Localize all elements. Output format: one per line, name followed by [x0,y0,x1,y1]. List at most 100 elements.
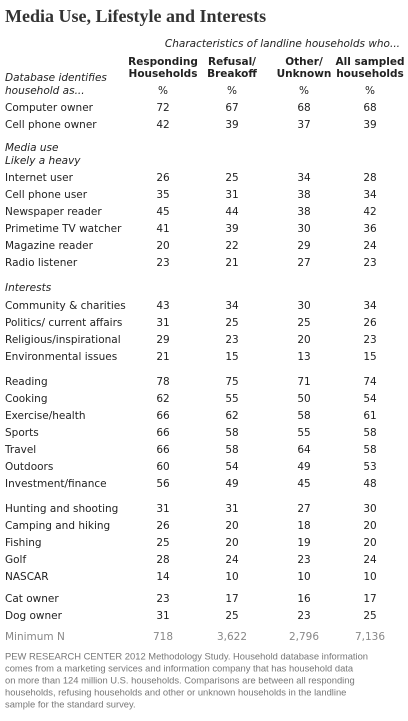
cell: 26 [363,317,377,329]
group-heading: Media use [5,142,58,154]
row-label: Primetime TV watcher [5,223,122,235]
cell: 49 [225,478,238,490]
cell: 54 [363,393,377,405]
group-heading: Database identifies [5,72,107,84]
cell: 23 [297,554,310,566]
row-label: Exercise/health [5,410,85,422]
cell: 28 [156,554,169,566]
cell: 55 [225,393,238,405]
cell: 31 [156,610,169,622]
row-label: Community & charities [5,300,126,312]
cell: 26 [156,520,170,532]
cell: 67 [225,102,238,114]
cell: 54 [225,461,239,473]
row-label: Outdoors [5,461,53,473]
footnote: on more than 124 million U.S. households… [5,674,355,685]
group-heading: Interests [5,282,52,294]
column-header: households [336,68,404,80]
cell: 58 [297,410,310,422]
cell: 39 [225,223,238,235]
cell: 31 [225,503,238,515]
row-label: Internet user [5,172,74,184]
column-header: Households [129,68,198,80]
row-label: Cell phone owner [5,119,97,131]
row-label: Camping and hiking [5,520,110,532]
cell: 78 [156,376,169,388]
footnote: sample for the standard survey. [5,698,136,709]
cell: 25 [363,610,376,622]
cell: 29 [297,240,310,252]
cell: 27 [297,503,310,515]
cell: 58 [225,427,238,439]
row-label: Religious/inspirational [5,334,121,346]
cell: 53 [363,461,376,473]
unit-label: % [158,85,168,97]
cell: 16 [297,593,311,605]
cell: 18 [297,520,310,532]
row-label: Politics/ current affairs [5,317,122,329]
cell: 62 [225,410,238,422]
cell: 48 [363,478,376,490]
cell: 74 [363,376,377,388]
group-heading: household as... [5,85,85,97]
cell: 20 [363,520,376,532]
column-header: Responding [128,56,198,68]
cell: 66 [156,444,170,456]
row-label: NASCAR [5,571,49,583]
cell: 21 [225,257,238,269]
minimum-n: 7,136 [355,631,385,643]
row-label: Cooking [5,393,48,405]
cell: 66 [156,427,170,439]
cell: 42 [156,119,169,131]
cell: 38 [297,189,310,201]
cell: 24 [225,554,239,566]
unit-label: % [227,85,237,97]
cell: 28 [363,172,376,184]
cell: 24 [363,554,377,566]
footnote: PEW RESEARCH CENTER 2012 Methodology Stu… [5,650,368,661]
cell: 15 [225,351,238,363]
cell: 66 [156,410,170,422]
cell: 15 [363,351,376,363]
cell: 43 [156,300,169,312]
column-header: Unknown [277,68,332,80]
cell: 23 [156,257,169,269]
cell: 17 [225,593,238,605]
cell: 60 [156,461,169,473]
row-label: Cat owner [5,593,59,605]
row-label: Golf [5,554,26,566]
unit-label: % [299,85,309,97]
cell: 49 [297,461,310,473]
cell: 50 [297,393,310,405]
cell: 37 [297,119,310,131]
cell: 25 [156,537,169,549]
cell: 25 [225,172,238,184]
cell: 20 [156,240,169,252]
footnote: comes from a marketing services and info… [5,662,354,673]
cell: 25 [225,317,238,329]
cell: 68 [363,102,376,114]
group-heading: Likely a heavy [5,155,81,167]
unit-label: % [365,85,375,97]
column-header: All sampled [335,56,404,68]
cell: 61 [363,410,376,422]
cell: 38 [297,206,310,218]
cell: 71 [297,376,310,388]
row-label: Sports [5,427,39,439]
cell: 41 [156,223,169,235]
cell: 24 [363,240,377,252]
cell: 25 [225,610,238,622]
cell: 23 [156,593,169,605]
cell: 20 [297,334,310,346]
cell: 30 [363,503,376,515]
row-label: Magazine reader [5,240,94,252]
row-label: Cell phone user [5,189,88,201]
cell: 10 [363,571,376,583]
row-label: Fishing [5,537,42,549]
row-label: Investment/finance [5,478,107,490]
cell: 45 [297,478,310,490]
cell: 23 [297,610,310,622]
cell: 20 [225,537,238,549]
